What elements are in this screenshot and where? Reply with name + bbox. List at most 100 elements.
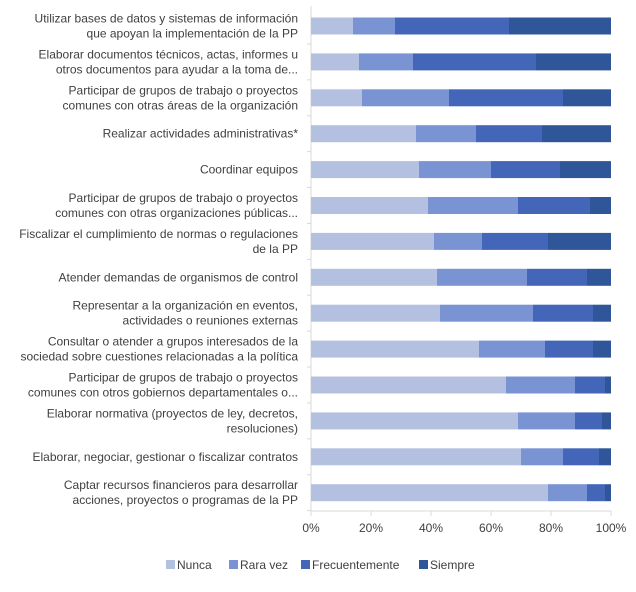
- bar-segment-siempre: [536, 53, 611, 71]
- category-label-line: Elaborar documentos técnicos, actas, inf…: [39, 47, 298, 61]
- bar-segment-siempre: [542, 125, 611, 143]
- bar-segment-rara-vez: [479, 340, 545, 358]
- bar-segment-siempre: [560, 161, 611, 179]
- category-label: Consultar o atender a grupos interesados…: [20, 335, 298, 364]
- legend-swatch: [419, 560, 428, 569]
- legend-label: Siempre: [430, 558, 475, 572]
- bar-segment-rara-vez: [362, 89, 449, 107]
- category-label-line: Coordinar equipos: [200, 163, 298, 177]
- category-label-line: Atender demandas de organismos de contro…: [59, 270, 298, 284]
- bar-segment-nunca: [311, 17, 353, 35]
- bar-segment-frecuentemente: [575, 412, 602, 430]
- bar-segment-frecuentemente: [518, 197, 590, 214]
- bar-segment-siempre: [605, 376, 611, 394]
- category-label: Elaborar normativa (proyectos de ley, de…: [47, 406, 298, 435]
- category-label: Participar de grupos de trabajo o proyec…: [55, 191, 298, 220]
- category-label: Elaborar, negociar, gestionar o fiscaliz…: [33, 450, 298, 464]
- category-label-line: sociedad sobre cuestiones relacionadas a…: [20, 350, 298, 364]
- bar-segment-nunca: [311, 484, 548, 502]
- category-label: Participar de grupos de trabajo o proyec…: [28, 371, 298, 400]
- bar-segment-siempre: [593, 304, 611, 322]
- category-label: Participar de grupos de trabajo o proyec…: [63, 83, 298, 112]
- bar-segment-rara-vez: [518, 412, 575, 430]
- category-label: Elaborar documentos técnicos, actas, inf…: [39, 47, 298, 76]
- bar-segment-frecuentemente: [575, 376, 605, 394]
- bar-segment-nunca: [311, 268, 437, 286]
- x-tick-label: 100%: [596, 521, 627, 535]
- bar-segment-frecuentemente: [476, 125, 542, 143]
- bar-segment-nunca: [311, 125, 416, 143]
- bar-segment-rara-vez: [419, 161, 491, 179]
- bar-segment-rara-vez: [434, 232, 482, 250]
- category-label-line: otros documentos para ayudar a la toma d…: [56, 62, 298, 76]
- bar-segment-rara-vez: [359, 53, 413, 71]
- x-tick-label: 20%: [359, 521, 383, 535]
- category-label-line: Elaborar normativa (proyectos de ley, de…: [47, 406, 298, 420]
- bar-segment-nunca: [311, 89, 362, 107]
- bar-segment-rara-vez: [416, 125, 476, 143]
- bar-segment-siempre: [563, 89, 611, 107]
- category-label-line: Utilizar bases de datos y sistemas de in…: [35, 12, 298, 26]
- bar-segment-rara-vez: [521, 448, 563, 466]
- bar-segment-frecuentemente: [545, 340, 593, 358]
- bar-segment-frecuentemente: [482, 232, 548, 250]
- category-label-line: Participar de grupos de trabajo o proyec…: [69, 371, 298, 385]
- legend-label: Rara vez: [240, 558, 288, 572]
- bar-segment-rara-vez: [437, 268, 527, 286]
- x-tick-label: 80%: [539, 521, 563, 535]
- bar-segment-siempre: [590, 197, 611, 214]
- bar-segment-rara-vez: [506, 376, 575, 394]
- category-label-line: Participar de grupos de trabajo o proyec…: [69, 83, 298, 97]
- category-label-line: resoluciones): [227, 421, 298, 435]
- category-label: Captar recursos financieros para desarro…: [64, 478, 298, 507]
- category-label: Atender demandas de organismos de contro…: [59, 270, 298, 284]
- bar-segment-rara-vez: [353, 17, 395, 35]
- legend-swatch: [229, 560, 238, 569]
- bar-segment-siempre: [509, 17, 611, 35]
- bar-segment-frecuentemente: [395, 17, 509, 35]
- category-label-line: de la PP: [253, 242, 298, 256]
- bar-segment-frecuentemente: [527, 268, 587, 286]
- x-tick-label: 0%: [302, 521, 320, 535]
- bar-segment-siempre: [602, 412, 611, 430]
- category-label: Coordinar equipos: [200, 163, 298, 177]
- bar-segment-nunca: [311, 232, 434, 250]
- category-label: Representar a la organización en eventos…: [73, 299, 298, 328]
- bar-segment-siempre: [605, 484, 611, 502]
- legend-swatch: [166, 560, 175, 569]
- bar-segment-nunca: [311, 376, 506, 394]
- category-label-line: Participar de grupos de trabajo o proyec…: [69, 191, 298, 205]
- bar-segment-siempre: [548, 232, 611, 250]
- bar-segment-frecuentemente: [587, 484, 605, 502]
- bar-segment-nunca: [311, 197, 428, 214]
- category-label-line: Elaborar, negociar, gestionar o fiscaliz…: [33, 450, 298, 464]
- legend-label: Frecuentemente: [312, 558, 400, 572]
- bar-segment-rara-vez: [440, 304, 533, 322]
- category-label-line: comunes con otros gobiernos departamenta…: [28, 386, 298, 400]
- bar-segment-siempre: [587, 268, 611, 286]
- category-label: Fiscalizar el cumplimiento de normas o r…: [19, 227, 298, 256]
- category-label-line: Captar recursos financieros para desarro…: [64, 478, 298, 492]
- category-label-line: acciones, proyectos o programas de la PP: [73, 493, 298, 507]
- bar-segment-rara-vez: [428, 197, 518, 214]
- bar-segment-frecuentemente: [449, 89, 563, 107]
- bar-segment-nunca: [311, 161, 419, 179]
- bar-segment-siempre: [599, 448, 611, 466]
- bar-segment-frecuentemente: [491, 161, 560, 179]
- x-tick-label: 40%: [419, 521, 443, 535]
- bar-segment-nunca: [311, 412, 518, 430]
- legend-label: Nunca: [177, 558, 212, 572]
- category-label-line: comunes con otras áreas de la organizaci…: [63, 98, 298, 112]
- bar-segment-frecuentemente: [413, 53, 536, 71]
- category-label-line: Fiscalizar el cumplimiento de normas o r…: [19, 227, 298, 241]
- bar-segment-nunca: [311, 340, 479, 358]
- category-label-line: actividades o reuniones externas: [123, 314, 298, 328]
- category-label-line: comunes con otras organizaciones pública…: [55, 206, 298, 220]
- bar-segment-frecuentemente: [563, 448, 599, 466]
- category-label-line: que apoyan la implementación de la PP: [87, 27, 298, 41]
- category-label-line: Representar a la organización en eventos…: [73, 299, 298, 313]
- bar-segment-nunca: [311, 53, 359, 71]
- bar-segment-siempre: [593, 340, 611, 358]
